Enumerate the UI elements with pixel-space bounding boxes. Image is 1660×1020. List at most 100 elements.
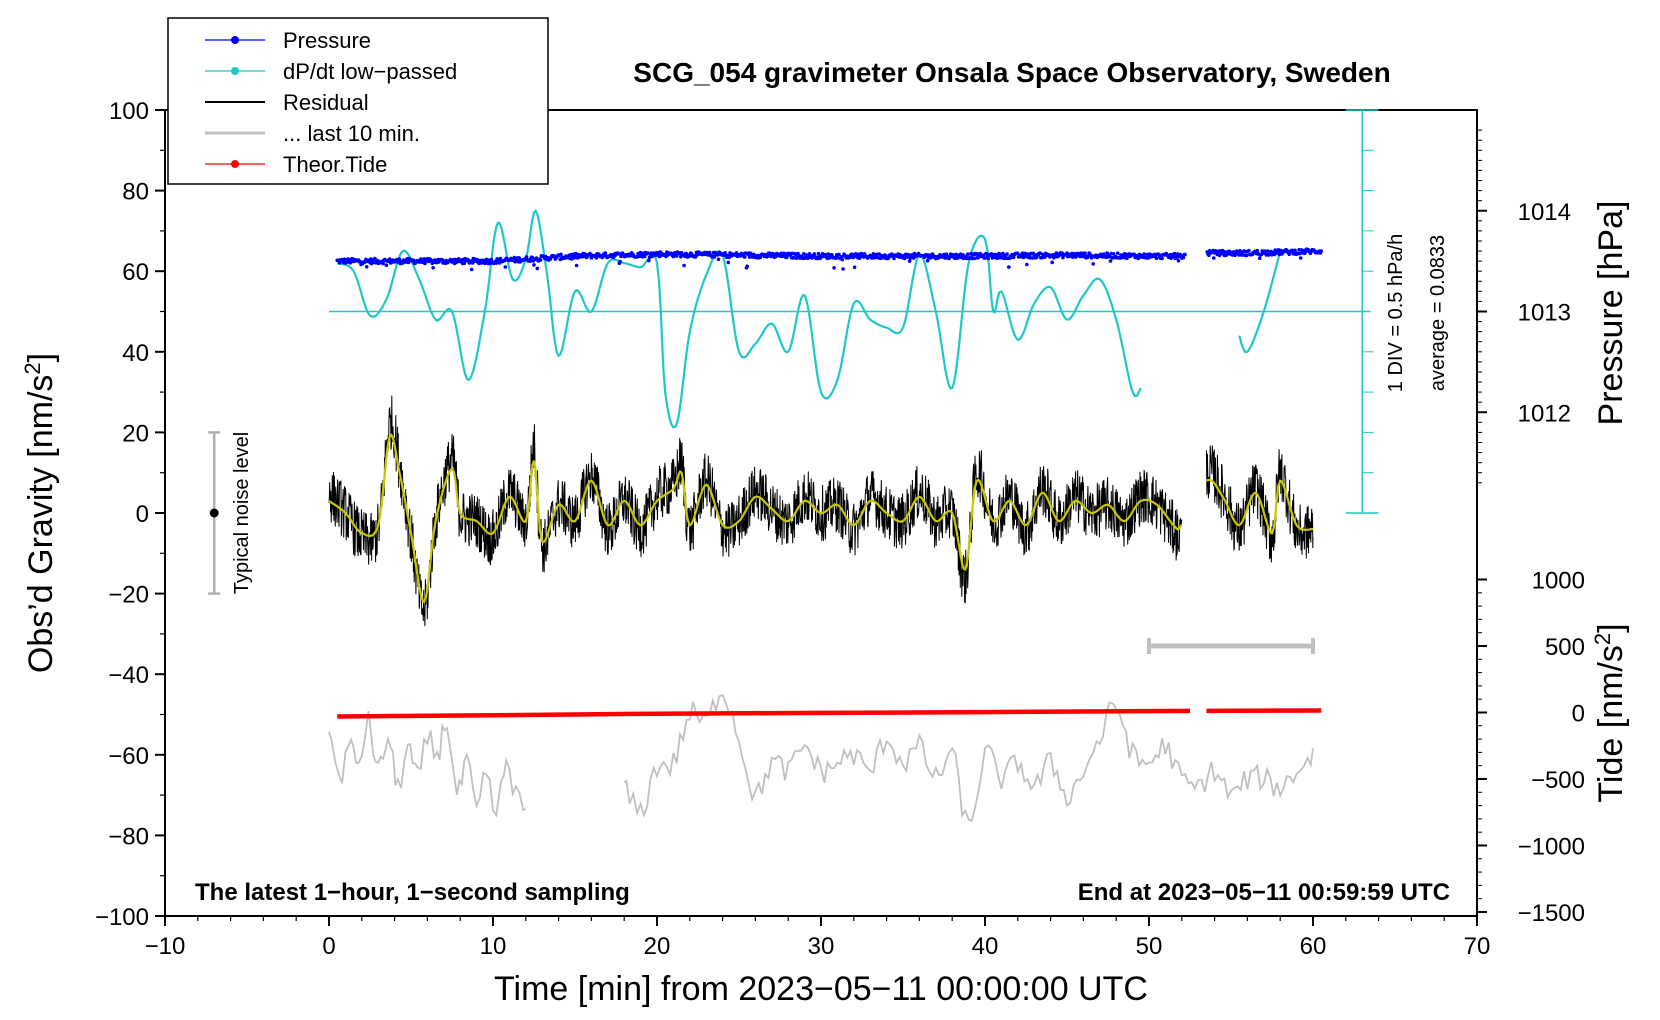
axes-layer: −10 0 10 20 30 40 50 60 70100806040200−20−40−60−… xyxy=(95,98,1585,960)
y-axis-label-tide: Tide [nm/s2] xyxy=(1590,623,1630,802)
pressure-point xyxy=(841,267,845,271)
legend-label-residual: Residual xyxy=(283,90,369,115)
chart-title: SCG_054 gravimeter Onsala Space Observat… xyxy=(633,57,1390,88)
pressure-point xyxy=(837,252,841,257)
pressure-point xyxy=(594,255,599,260)
legend-label-pressure: Pressure xyxy=(283,28,371,53)
pressure-point xyxy=(1293,248,1297,253)
pressure-point xyxy=(616,251,621,256)
tide-line-0 xyxy=(337,708,1191,719)
pressure-point xyxy=(1083,251,1087,255)
x-tick-label: 0 xyxy=(322,933,335,960)
legend-marker-pressure xyxy=(231,36,239,44)
pressure-point xyxy=(603,251,608,255)
pressure-point xyxy=(384,263,389,268)
last10-line-0 xyxy=(328,710,527,818)
pressure-point xyxy=(1142,252,1146,256)
pressure-point xyxy=(532,263,536,267)
pressure-tick-label: 1014 xyxy=(1518,199,1571,226)
tide-tick-label: 500 xyxy=(1545,634,1585,661)
pressure-point xyxy=(742,255,747,259)
residual-line-0 xyxy=(328,395,1183,627)
pressure-point xyxy=(1181,255,1186,260)
series-layer xyxy=(208,109,1379,823)
tide-tick-label: −1500 xyxy=(1518,900,1585,927)
pressure-point xyxy=(726,260,731,265)
pressure-point xyxy=(1091,262,1095,266)
pressure-point xyxy=(642,254,647,259)
tide-tick-label: −1000 xyxy=(1518,833,1585,860)
noise-level-dot xyxy=(209,508,219,518)
y-axis-label-left-close: ] xyxy=(22,353,60,362)
pressure-point xyxy=(538,258,543,262)
pressure-point xyxy=(1154,256,1159,261)
pressure-point xyxy=(907,259,912,263)
legend-item-tide: Theor.Tide xyxy=(205,152,387,177)
residual-line-1 xyxy=(1205,445,1314,563)
pressure-point xyxy=(1108,259,1113,263)
y-axis-label-tide-text: Tide [nm/s xyxy=(1592,645,1630,802)
pressure-point xyxy=(972,256,977,261)
last10-line-1 xyxy=(623,693,1314,823)
pressure-point xyxy=(812,252,817,256)
y-tick-label: 80 xyxy=(122,179,149,206)
x-tick-label: −10 xyxy=(145,933,186,960)
pressure-point xyxy=(782,251,786,256)
pressure-point xyxy=(716,257,721,262)
pressure-point xyxy=(839,254,844,259)
pressure-point xyxy=(498,256,503,261)
pressure-point xyxy=(489,257,494,262)
pressure-point xyxy=(559,252,563,257)
smoothed-line-0 xyxy=(328,433,1183,604)
pressure-point xyxy=(647,258,651,263)
y-axis-label-tide-sup: 2 xyxy=(1590,633,1615,645)
pressure-point xyxy=(1116,251,1120,255)
y-axis-label-tide-close: ] xyxy=(1592,623,1630,632)
tide-tick-label: −500 xyxy=(1531,767,1585,794)
pressure-point xyxy=(1025,262,1029,267)
legend-item-pressure: Pressure xyxy=(205,28,371,53)
pressure-point xyxy=(947,255,952,259)
pressure-point xyxy=(975,252,979,256)
y-tick-label: 20 xyxy=(122,420,149,447)
x-axis-label: Time [min] from 2023−05−11 00:00:00 UTC xyxy=(494,970,1148,1008)
pressure-point xyxy=(906,253,911,257)
legend-item-last10: ... last 10 min. xyxy=(205,121,420,146)
pressure-point xyxy=(852,255,856,259)
pressure-point xyxy=(1007,265,1011,269)
pressure-point xyxy=(1061,255,1065,260)
y-tick-label: 60 xyxy=(122,259,149,286)
pressure-point xyxy=(387,257,392,261)
pressure-point xyxy=(840,257,845,262)
dpdt-scale-label: 1 DIV = 0.5 hPa/h xyxy=(1385,234,1407,392)
y-tick-label: −60 xyxy=(108,743,149,770)
pressure-point xyxy=(503,265,508,269)
legend-marker-tide xyxy=(231,160,239,168)
pressure-point xyxy=(1111,252,1116,256)
x-tick-label: 10 xyxy=(480,933,507,960)
dpdt-line-0 xyxy=(336,208,1142,429)
pressure-point xyxy=(535,266,540,271)
y-tick-label: 40 xyxy=(122,340,149,367)
pressure-point xyxy=(986,256,991,261)
footer-right: End at 2023−05−11 00:59:59 UTC xyxy=(1078,879,1450,906)
pressure-point xyxy=(1239,253,1244,257)
pressure-point xyxy=(765,254,770,258)
pressure-tick-label: 1012 xyxy=(1518,400,1571,427)
pressure-point xyxy=(1005,252,1009,256)
smoothed-line-1 xyxy=(1205,478,1313,535)
pressure-point xyxy=(1212,256,1216,260)
y-tick-label: 100 xyxy=(109,98,149,125)
pressure-point xyxy=(745,264,749,269)
pressure-point xyxy=(966,252,970,256)
y-axis-label-left-sup: 2 xyxy=(20,362,45,374)
pressure-point xyxy=(337,261,342,265)
x-tick-label: 70 xyxy=(1464,933,1491,960)
pressure-point xyxy=(1011,255,1016,260)
y-tick-label: −80 xyxy=(108,823,149,850)
y-axis-label-pressure: Pressure [hPa] xyxy=(1592,201,1630,426)
pressure-point xyxy=(850,252,854,257)
pressure-point xyxy=(1255,248,1259,253)
pressure-point xyxy=(1257,256,1262,261)
